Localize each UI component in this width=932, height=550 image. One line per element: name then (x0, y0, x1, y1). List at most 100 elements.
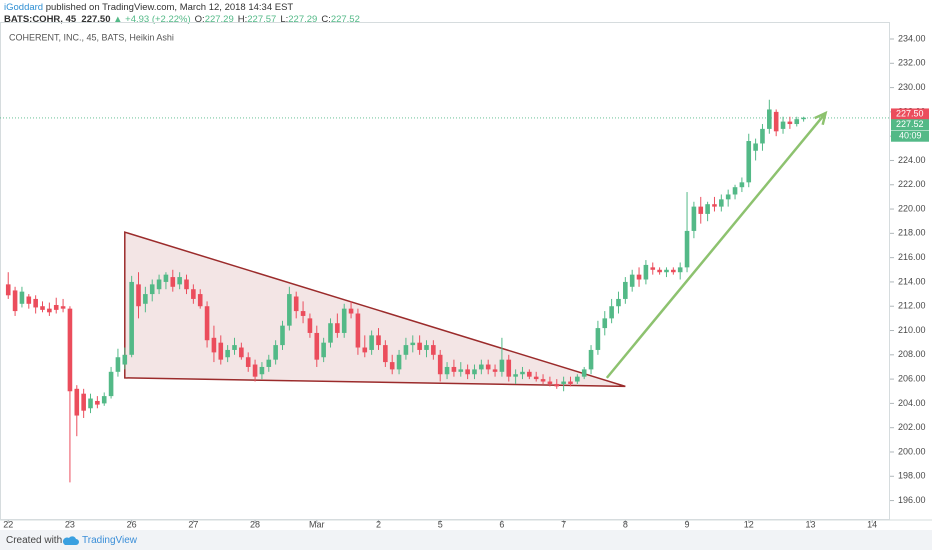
y-tick-label: 206.00 (898, 373, 926, 383)
x-tick-label: 7 (561, 519, 566, 529)
candle-body (410, 342, 416, 346)
candle-body (389, 362, 395, 370)
y-tick-label: 196.00 (898, 495, 926, 505)
candle-body (602, 318, 608, 329)
y-tick-label: 208.00 (898, 349, 926, 359)
ohlc-key: O: (194, 14, 205, 25)
candle-body (266, 359, 272, 367)
candle-body (88, 398, 93, 409)
candles (5, 99, 806, 483)
x-tick-label: 14 (867, 519, 877, 529)
y-tick-label: 222.00 (898, 179, 926, 189)
y-tick-label: 220.00 (898, 203, 926, 213)
candle-body (280, 325, 285, 346)
candle-body (307, 318, 313, 333)
candle-body (780, 121, 786, 129)
candle-body (5, 284, 11, 296)
symbol: BATS:COHR, 45 (4, 14, 77, 25)
candle-body (314, 332, 320, 360)
chart: COHERENT, INC., 45, BATS, Heikin Ashi 19… (0, 22, 932, 529)
candle-body (101, 396, 107, 404)
candle-body (129, 281, 134, 355)
candle-body (396, 354, 402, 370)
y-tick-label: 214.00 (898, 276, 926, 286)
candle-body (773, 111, 779, 132)
candle-body (245, 357, 251, 367)
x-tick-label: 28 (250, 519, 260, 529)
candle-body (143, 294, 148, 304)
x-tick-label: 5 (438, 519, 443, 529)
candle-body (149, 284, 155, 295)
x-tick-label: 9 (685, 519, 690, 529)
candle-body (554, 383, 560, 387)
candle-body (492, 369, 498, 372)
ohlc-key: H: (237, 14, 248, 25)
candle-body (732, 187, 738, 195)
candle-body (657, 269, 662, 273)
ohlc-key: L: (280, 14, 289, 25)
candle-body (444, 366, 450, 375)
candle-body (527, 371, 532, 377)
candle-body (767, 109, 772, 129)
candle-body (67, 308, 73, 392)
change: ▲ +4.93 (+2.22%) (113, 14, 191, 25)
x-tick-label: Mar (309, 519, 325, 529)
logo-cloud (62, 536, 79, 545)
candle-body (609, 306, 614, 319)
triangle (124, 231, 626, 388)
candle-body (191, 289, 196, 299)
candle-body (108, 371, 114, 397)
candle-body (451, 366, 457, 372)
created-with: Created with (6, 535, 63, 546)
last: 227.50 (81, 14, 111, 25)
candle-body (383, 345, 388, 363)
ohlc-key: C: (321, 14, 331, 25)
arrow-drawing (605, 110, 828, 379)
x-tick-label: 12 (744, 519, 754, 529)
candle-body (520, 371, 525, 375)
close-label: 227.52 (896, 119, 924, 129)
candle-body (801, 117, 806, 120)
y-tick-label: 216.00 (898, 252, 926, 262)
candle-body (321, 342, 326, 358)
candle-body (677, 267, 683, 273)
x-tick-label: 8 (623, 519, 628, 529)
candle-body (218, 342, 224, 360)
candle-body (115, 357, 121, 372)
candle-body (725, 194, 731, 200)
y-tick-label: 232.00 (898, 58, 926, 68)
candle-body (739, 182, 745, 188)
candle-body (575, 376, 580, 382)
candle-body (636, 274, 642, 280)
candle-body (197, 294, 203, 307)
brand[interactable]: TradingView (82, 535, 138, 546)
ohlc-value: 227.57 (247, 14, 277, 25)
x-tick-label: 2 (376, 519, 381, 529)
x-tick-label: 6 (499, 519, 504, 529)
candle-body (547, 381, 553, 384)
candle-body (705, 204, 710, 214)
author[interactable]: iGoddard (4, 2, 44, 13)
close-label-box (891, 119, 929, 131)
candle-body (629, 274, 635, 287)
x-tick-label: 22 (3, 519, 13, 529)
candle-body (533, 376, 539, 380)
candle-body (328, 323, 333, 343)
candle-body (698, 206, 704, 214)
candle-body (479, 364, 484, 370)
candle-body (287, 294, 292, 326)
candle-body (252, 364, 258, 377)
candle-body (458, 369, 464, 372)
candle-body (581, 369, 587, 377)
y-tick-label: 230.00 (898, 82, 926, 92)
ohlc-value: 227.29 (288, 14, 318, 25)
candle-body (239, 347, 244, 358)
header: iGoddard published on TradingView.com, M… (4, 2, 360, 26)
candle-body (33, 298, 38, 308)
candle-body (300, 311, 306, 316)
candle-body (684, 230, 690, 268)
candle-body (485, 364, 491, 370)
x-tick-label: 23 (65, 519, 75, 529)
candle-body (122, 354, 128, 365)
